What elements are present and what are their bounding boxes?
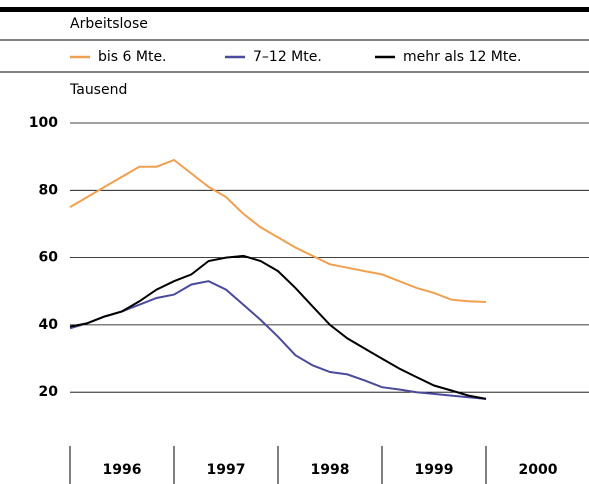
legend-label: mehr als 12 Mte. xyxy=(403,49,521,65)
y-tick-label: 100 xyxy=(29,115,58,131)
legend-label: bis 6 Mte. xyxy=(98,49,167,65)
y-axis-label: Tausend xyxy=(69,82,127,98)
x-tick-label: 1996 xyxy=(103,462,142,478)
x-tick-label: 1997 xyxy=(207,462,246,478)
line xyxy=(69,158,487,303)
subtitle: Arbeitslose xyxy=(70,16,148,32)
legend-label: 7–12 Mte. xyxy=(253,49,322,65)
top-rule xyxy=(0,7,589,12)
x-tick-label: 1999 xyxy=(415,462,454,478)
line xyxy=(69,280,487,400)
x-tick-label: 1998 xyxy=(311,462,350,478)
x-tick-label: 2000 xyxy=(519,462,558,478)
y-tick-label: 20 xyxy=(39,384,59,400)
y-tick-label: 40 xyxy=(39,317,59,333)
y-tick-label: 60 xyxy=(39,250,59,266)
line xyxy=(69,254,487,400)
y-tick-label: 80 xyxy=(39,182,59,198)
